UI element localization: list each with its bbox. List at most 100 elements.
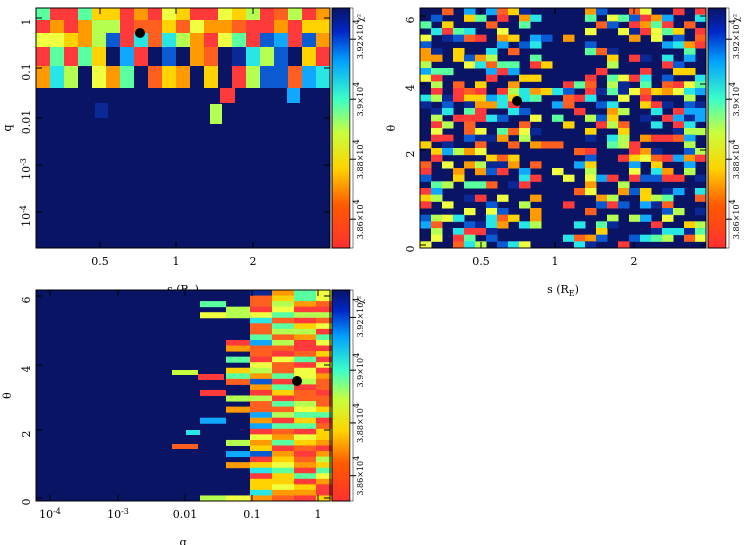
heat-cell [453, 214, 465, 222]
panel-bottom-left: 10-4 10-3 0.01 0.1 1 0 2 4 6 q θ 3.86×104 3.88×104 3.… [1, 289, 365, 545]
heat-cell [640, 28, 652, 36]
heat-cell [250, 323, 273, 330]
heat-cell [272, 334, 295, 341]
heat-cell [200, 495, 226, 502]
heat-cell [316, 412, 339, 419]
heat-cell [574, 161, 586, 169]
heat-cell [453, 34, 465, 42]
heat-cell [596, 121, 608, 129]
heat-cell [486, 154, 498, 162]
heat-cell [563, 101, 575, 109]
heat-cell [120, 8, 135, 20]
heat-cell [218, 47, 233, 66]
heat-cell [662, 214, 674, 222]
heat-cell [294, 495, 317, 502]
heat-cell [272, 428, 295, 435]
heat-cell [442, 94, 454, 102]
heat-cell [519, 201, 531, 209]
heat-cell [220, 88, 235, 103]
heat-cell [272, 467, 295, 474]
heat-cell [274, 66, 289, 88]
heat-cell [530, 74, 542, 82]
heat-cell [272, 495, 295, 502]
heat-cell [475, 221, 487, 229]
heat-cell [508, 214, 520, 222]
heat-cell [442, 201, 454, 209]
heat-cell [585, 174, 597, 182]
heat-cell [530, 94, 542, 102]
heat-cell [431, 221, 443, 229]
heat-cell [585, 168, 597, 176]
heat-cell [486, 101, 498, 109]
heat-cell [302, 33, 317, 47]
heat-cell [316, 339, 339, 347]
x-tick-label: 1 [315, 508, 322, 521]
heat-cell [497, 94, 509, 102]
heat-cell [497, 14, 509, 22]
heat-cell [420, 41, 432, 49]
colorbar-tick-label: 3.92×104 [352, 19, 365, 59]
heat-cell [106, 47, 121, 66]
heat-cell [695, 128, 707, 136]
heat-cell [640, 101, 652, 109]
heat-cell [288, 47, 303, 66]
heat-cell [420, 68, 432, 76]
heat-cell [629, 54, 641, 62]
heat-cell [618, 181, 630, 189]
heat-cell [204, 20, 219, 33]
heat-cell [662, 101, 674, 109]
heat-cell [640, 14, 652, 22]
heat-cell [618, 154, 630, 162]
heat-cell [420, 101, 432, 109]
heat-cell [662, 194, 674, 202]
colorbar-label: χ² [356, 296, 365, 304]
heat-cell [316, 295, 339, 302]
heat-cell [640, 74, 652, 82]
heat-cell [420, 188, 432, 196]
heat-cell [596, 228, 608, 236]
heat-cell [684, 128, 696, 136]
heat-cell [673, 108, 685, 116]
heat-cell [250, 467, 273, 474]
heat-cell [442, 134, 454, 142]
heat-cell [453, 28, 465, 36]
heat-cell [92, 20, 107, 33]
heat-cell [250, 312, 273, 319]
heat-cell [508, 68, 520, 76]
heat-cell [684, 68, 696, 76]
heat-cell [176, 20, 191, 33]
heat-cell [684, 21, 696, 29]
heat-cell [190, 33, 205, 47]
heat-cell [420, 61, 432, 69]
heat-cell [673, 41, 685, 49]
heat-cell [618, 134, 630, 142]
heat-cell [176, 33, 191, 47]
heat-cell [246, 20, 261, 33]
heat-cell [464, 8, 476, 16]
heat-cell [695, 154, 707, 162]
heat-cell [508, 161, 520, 169]
heat-cell [497, 8, 509, 16]
heat-cell [695, 88, 707, 96]
heat-cell [695, 114, 707, 122]
heat-cell [640, 194, 652, 202]
heat-cell [431, 148, 443, 156]
heat-cell [226, 451, 250, 458]
heat-cell [475, 61, 487, 69]
heat-cell [272, 306, 295, 313]
heat-cell [200, 417, 226, 424]
heat-cell [232, 20, 247, 33]
heat-cell [486, 114, 498, 122]
heat-cell [294, 384, 317, 391]
heat-cell [607, 214, 619, 222]
heat-cell [497, 88, 509, 96]
heat-cell [453, 174, 465, 182]
heat-cell [274, 8, 289, 20]
colorbar [331, 289, 351, 502]
heat-cell [431, 188, 443, 196]
heat-cell [232, 8, 247, 20]
heat-cell [250, 478, 273, 485]
heat-cell [651, 161, 663, 169]
heat-cell [475, 194, 487, 202]
heat-cell [486, 48, 498, 56]
